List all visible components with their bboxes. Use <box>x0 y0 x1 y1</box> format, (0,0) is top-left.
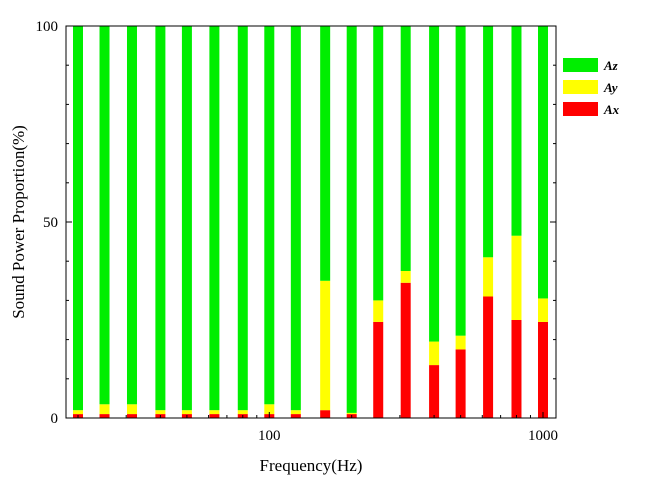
y-tick-label-100: 100 <box>36 19 59 35</box>
bar-segment-az-63 <box>209 26 220 411</box>
legend-label-az: Az <box>603 58 619 73</box>
bar-segment-ax-800 <box>511 320 522 418</box>
bar-segment-ay-40 <box>155 410 166 415</box>
bar-segment-az-31.5 <box>126 26 137 405</box>
bars-group <box>73 26 548 418</box>
y-tick-label-0: 0 <box>51 411 59 427</box>
bar-segment-ay-100 <box>264 404 275 415</box>
bar-segment-ay-315 <box>400 271 411 283</box>
bar-segment-ax-400 <box>429 365 440 418</box>
bar-segment-ay-250 <box>373 300 384 322</box>
bar-segment-az-50 <box>181 26 192 411</box>
bar-segment-az-250 <box>373 26 384 301</box>
bar-segment-ax-31.5 <box>126 414 137 418</box>
x-tick-label-100: 100 <box>258 428 281 444</box>
bar-segment-ay-800 <box>511 235 522 320</box>
ticks-group: 0 50 100 100 1000 <box>36 19 559 444</box>
bar-segment-az-80 <box>237 26 248 411</box>
bar-segment-ax-630 <box>483 296 494 418</box>
legend-label-ax: Ax <box>603 102 620 117</box>
bar-segment-ax-160 <box>320 410 331 418</box>
bar-segment-ay-500 <box>455 335 466 350</box>
bar-segment-ax-1000 <box>538 321 548 418</box>
bar-segment-az-160 <box>320 26 331 281</box>
bar-segment-ay-630 <box>483 257 494 297</box>
bar-segment-az-25 <box>99 26 110 405</box>
bar-segment-az-315 <box>400 26 411 271</box>
bar-segment-ax-500 <box>455 349 466 418</box>
legend-swatch-ax <box>563 102 598 116</box>
bar-segment-az-100 <box>264 26 275 405</box>
bar-segment-az-20 <box>73 26 83 411</box>
x-tick-label-1000: 1000 <box>528 428 558 444</box>
bar-segment-ax-63 <box>209 414 220 418</box>
bar-segment-ay-1000 <box>538 298 548 322</box>
bar-segment-ax-315 <box>400 282 411 418</box>
bar-segment-ay-31.5 <box>126 404 137 415</box>
bar-segment-az-1000 <box>538 26 548 299</box>
bar-segment-ay-125 <box>290 410 301 415</box>
x-axis-label: Frequency(Hz) <box>260 456 363 475</box>
legend-swatch-ay <box>563 80 598 94</box>
bar-segment-ay-25 <box>99 404 110 415</box>
bar-segment-az-400 <box>429 26 440 342</box>
legend-label-ay: Ay <box>603 80 618 95</box>
plot-frame <box>65 25 557 419</box>
y-tick-label-50: 50 <box>43 215 58 231</box>
bar-segment-ax-125 <box>290 414 301 418</box>
bar-segment-az-500 <box>455 26 466 336</box>
bar-segment-ax-250 <box>373 321 384 418</box>
legend-swatch-az <box>563 58 598 72</box>
bar-segment-ay-400 <box>429 341 440 366</box>
bar-segment-ay-160 <box>320 280 331 411</box>
bar-segment-ax-25 <box>99 414 110 418</box>
bar-segment-ay-50 <box>181 410 192 415</box>
bar-segment-ay-20 <box>73 410 83 415</box>
legend: Az Ay Ax <box>563 58 620 117</box>
bar-segment-az-125 <box>290 26 301 411</box>
bar-segment-ay-200 <box>346 412 357 415</box>
bar-segment-ay-63 <box>209 410 220 415</box>
bar-segment-ay-80 <box>237 410 248 415</box>
bar-segment-az-800 <box>511 26 522 236</box>
y-axis-label: Sound Power Proportion(%) <box>9 125 28 319</box>
bar-segment-az-200 <box>346 26 357 413</box>
bar-segment-az-630 <box>483 26 494 258</box>
bar-segment-az-40 <box>155 26 166 411</box>
